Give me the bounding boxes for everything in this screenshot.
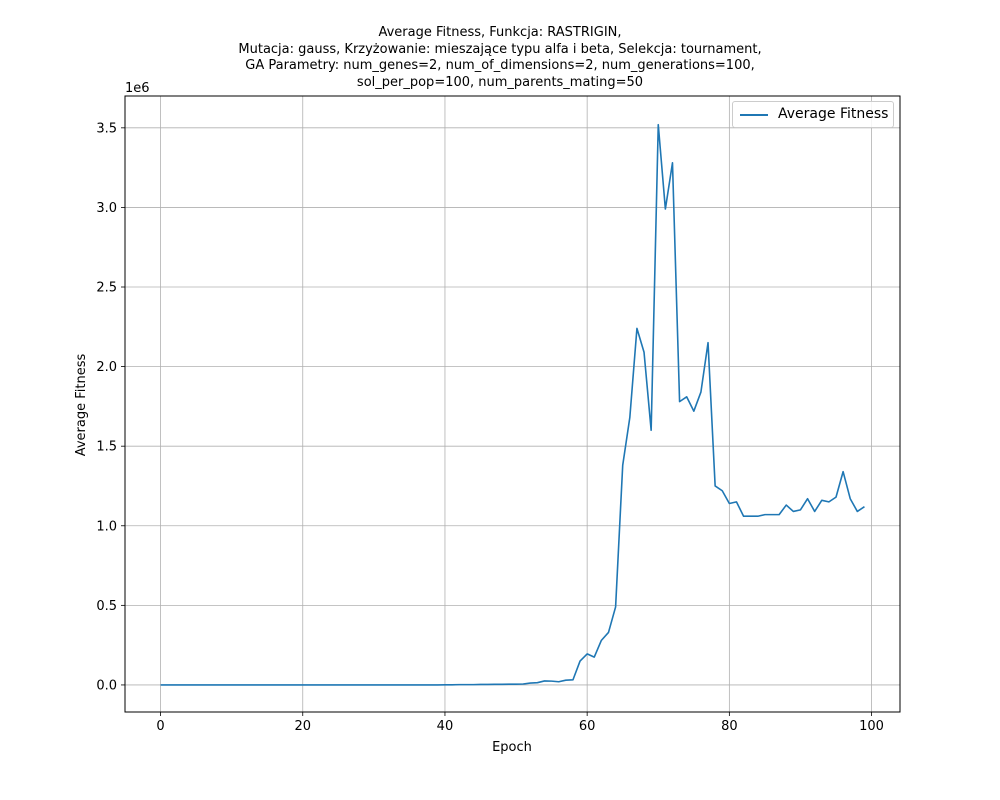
plot-frame <box>124 95 901 713</box>
x-axis-label: Epoch <box>492 740 532 755</box>
y-tick-label: 1.5 <box>96 440 117 455</box>
x-tick-label: 100 <box>859 719 884 734</box>
y-tick-label: 0.0 <box>96 678 117 693</box>
y-tick-label: 3.5 <box>96 121 117 136</box>
chart-title-line-1: Average Fitness, Funkcja: RASTRIGIN, <box>378 25 622 40</box>
legend-label-average-fitness: Average Fitness <box>778 106 889 122</box>
y-tick-label: 0.5 <box>96 599 117 614</box>
x-tick-label: 60 <box>579 719 596 734</box>
x-tick-label: 40 <box>437 719 454 734</box>
series-line-average-fitness <box>160 123 865 686</box>
chart-title-line-3: GA Parametry: num_genes=2, num_of_dimens… <box>245 58 755 73</box>
x-tick-label: 0 <box>156 719 164 734</box>
legend-swatch-average-fitness <box>740 114 768 116</box>
x-tick-label: 80 <box>721 719 738 734</box>
series-layer <box>160 123 865 686</box>
x-tick-label: 20 <box>294 719 311 734</box>
y-axis-multiplier: 1e6 <box>125 81 150 96</box>
grid-lines <box>125 96 900 712</box>
axis-ticks: 0 20 40 60 80 100 0.0 0.5 1.0 1.5 2.0 2.5 3.0 3.5 <box>96 121 884 734</box>
chart-title-line-2: Mutacja: gauss, Krzyżowanie: mieszające … <box>238 41 762 57</box>
y-tick-label: 2.5 <box>96 281 117 296</box>
chart-title-line-4: sol_per_pop=100, num_parents_mating=50 <box>356 74 644 90</box>
y-tick-label: 3.0 <box>96 201 117 216</box>
y-axis-label: Average Fitness <box>74 354 89 457</box>
y-tick-label: 1.0 <box>96 519 117 534</box>
y-tick-label: 2.0 <box>96 360 117 375</box>
legend: Average Fitness <box>732 101 894 128</box>
